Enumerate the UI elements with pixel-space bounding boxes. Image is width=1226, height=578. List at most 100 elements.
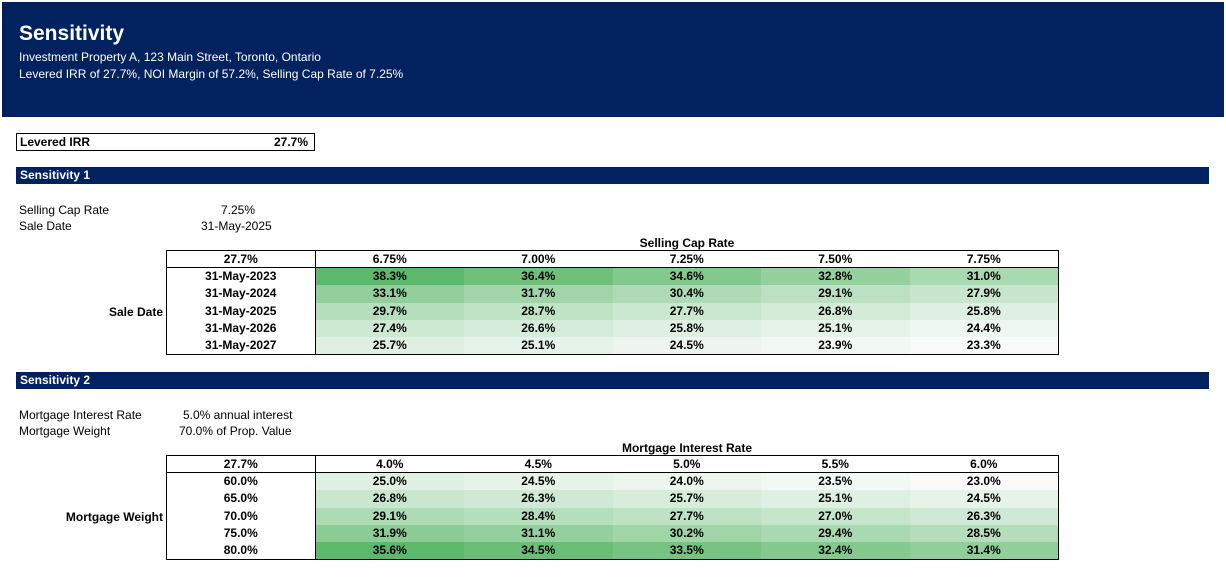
irr-value-cell: 24.5% — [464, 473, 613, 491]
irr-value-cell: 29.7% — [315, 302, 464, 320]
irr-value-cell: 31.9% — [315, 524, 464, 542]
irr-value-cell: 33.5% — [612, 541, 761, 560]
row-header: 31-May-2025 — [167, 302, 316, 320]
irr-value-cell: 31.7% — [464, 285, 613, 303]
table-header-row: 27.7% 6.75% 7.00% 7.25% 7.50% 7.75% — [167, 251, 1058, 269]
irr-value-cell: 26.6% — [464, 319, 613, 337]
irr-value-cell: 31.0% — [909, 268, 1058, 286]
sensitivity-2-row-axis-title: Mortgage Weight — [65, 510, 163, 524]
levered-irr-label: Levered IRR — [20, 135, 91, 149]
row-header: 80.0% — [167, 541, 316, 560]
column-header: 4.5% — [524, 457, 552, 471]
irr-value-cell: 26.8% — [315, 490, 464, 508]
irr-value-cell: 33.1% — [315, 285, 464, 303]
row-header: 60.0% — [167, 473, 316, 491]
selling-cap-rate-value: 7.25% — [221, 203, 256, 217]
table-row: 31-May-2027 25.7% 25.1% 24.5% 23.9% 23.3% — [167, 336, 1058, 355]
row-header: 75.0% — [167, 524, 316, 542]
table-corner-value: 27.7% — [167, 456, 316, 473]
table-row: 70.0% 29.1% 28.4% 27.7% 27.0% 26.3% — [167, 507, 1058, 525]
irr-value-cell: 25.1% — [761, 319, 910, 337]
irr-value-cell: 25.0% — [315, 473, 464, 491]
row-header: 31-May-2024 — [167, 285, 316, 303]
irr-value-cell: 25.8% — [909, 302, 1058, 320]
table-row: 31-May-2023 38.3% 36.4% 34.6% 32.8% 31.0% — [167, 268, 1058, 286]
table-row: 80.0% 35.6% 34.5% 33.5% 32.4% 31.4% — [167, 541, 1058, 560]
irr-value-cell: 24.5% — [909, 490, 1058, 508]
irr-value-cell: 26.3% — [909, 507, 1058, 525]
mortgage-interest-rate-label: Mortgage Interest Rate — [19, 408, 142, 422]
irr-value-cell: 31.4% — [909, 541, 1058, 560]
sensitivity-2-table: 27.7% 4.0% 4.5% 5.0% 5.5% 6.0% 60.0% 25.0% 24.5%… — [166, 455, 1059, 561]
irr-value-cell: 30.2% — [612, 524, 761, 542]
table-row: 31-May-2026 27.4% 26.6% 25.8% 25.1% 24.4% — [167, 319, 1058, 337]
irr-value-cell: 38.3% — [315, 268, 464, 286]
irr-value-cell: 27.7% — [612, 507, 761, 525]
row-header: 31-May-2026 — [167, 319, 316, 337]
sale-date-value: 31-May-2025 — [201, 219, 272, 233]
irr-value-cell: 23.5% — [761, 473, 910, 491]
levered-irr-box: Levered IRR 27.7% — [16, 133, 315, 151]
column-header: 7.75% — [966, 252, 1001, 266]
sensitivity-1-table: 27.7% 6.75% 7.00% 7.25% 7.50% 7.75% 31-May-202… — [166, 250, 1059, 356]
sensitivity-1-row-axis-title: Sale Date — [108, 305, 163, 319]
mortgage-weight-value: 70.0% of Prop. Value — [179, 424, 292, 438]
mortgage-weight-label: Mortgage Weight — [19, 424, 111, 438]
irr-value-cell: 25.1% — [761, 490, 910, 508]
irr-value-cell: 28.7% — [464, 302, 613, 320]
sensitivity-2-header: Sensitivity 2 — [16, 372, 1209, 389]
irr-value-cell: 25.1% — [464, 336, 613, 355]
sale-date-label: Sale Date — [19, 219, 72, 233]
column-header: 7.00% — [521, 252, 556, 266]
sensitivity-2-column-axis-title: Mortgage Interest Rate — [621, 441, 753, 455]
table-row: 60.0% 25.0% 24.5% 24.0% 23.5% 23.0% — [167, 473, 1058, 491]
column-header: 4.0% — [376, 457, 404, 471]
irr-value-cell: 32.4% — [761, 541, 910, 560]
irr-value-cell: 24.4% — [909, 319, 1058, 337]
selling-cap-rate-label: Selling Cap Rate — [19, 203, 110, 217]
irr-value-cell: 35.6% — [315, 541, 464, 560]
irr-value-cell: 31.1% — [464, 524, 613, 542]
irr-value-cell: 23.3% — [909, 336, 1058, 355]
irr-value-cell: 27.7% — [612, 302, 761, 320]
irr-value-cell: 24.0% — [612, 473, 761, 491]
irr-value-cell: 30.4% — [612, 285, 761, 303]
irr-value-cell: 36.4% — [464, 268, 613, 286]
table-row: 31-May-2025 29.7% 28.7% 27.7% 26.8% 25.8% — [167, 302, 1058, 320]
sensitivity-1-column-axis-title: Selling Cap Rate — [639, 236, 735, 250]
property-address: Investment Property A, 123 Main Street, … — [19, 50, 321, 64]
irr-value-cell: 28.5% — [909, 524, 1058, 542]
irr-value-cell: 34.5% — [464, 541, 613, 560]
irr-value-cell: 24.5% — [612, 336, 761, 355]
irr-value-cell: 25.7% — [612, 490, 761, 508]
table-corner-value: 27.7% — [167, 251, 316, 268]
column-header: 5.5% — [821, 457, 849, 471]
row-header: 31-May-2023 — [167, 268, 316, 286]
irr-value-cell: 25.8% — [612, 319, 761, 337]
row-header: 65.0% — [167, 490, 316, 508]
row-header: 70.0% — [167, 507, 316, 525]
irr-value-cell: 23.9% — [761, 336, 910, 355]
irr-value-cell: 29.1% — [315, 507, 464, 525]
irr-value-cell: 28.4% — [464, 507, 613, 525]
column-header: 7.50% — [818, 252, 853, 266]
irr-value-cell: 23.0% — [909, 473, 1058, 491]
report-header: Sensitivity Investment Property A, 123 M… — [2, 2, 1224, 117]
irr-value-cell: 26.3% — [464, 490, 613, 508]
column-header: 5.0% — [673, 457, 701, 471]
levered-irr-value: 27.7% — [273, 135, 308, 149]
irr-value-cell: 27.0% — [761, 507, 910, 525]
page-title: Sensitivity — [19, 22, 125, 45]
column-header: 6.75% — [372, 252, 407, 266]
irr-value-cell: 27.9% — [909, 285, 1058, 303]
irr-value-cell: 27.4% — [315, 319, 464, 337]
row-header: 31-May-2027 — [167, 336, 316, 355]
column-header: 6.0% — [970, 457, 998, 471]
table-row: 75.0% 31.9% 31.1% 30.2% 29.4% 28.5% — [167, 524, 1058, 542]
irr-value-cell: 26.8% — [761, 302, 910, 320]
summary-metrics: Levered IRR of 27.7%, NOI Margin of 57.2… — [19, 67, 404, 81]
table-header-row: 27.7% 4.0% 4.5% 5.0% 5.5% 6.0% — [167, 456, 1058, 474]
column-header: 7.25% — [669, 252, 704, 266]
irr-value-cell: 32.8% — [761, 268, 910, 286]
irr-value-cell: 29.1% — [761, 285, 910, 303]
